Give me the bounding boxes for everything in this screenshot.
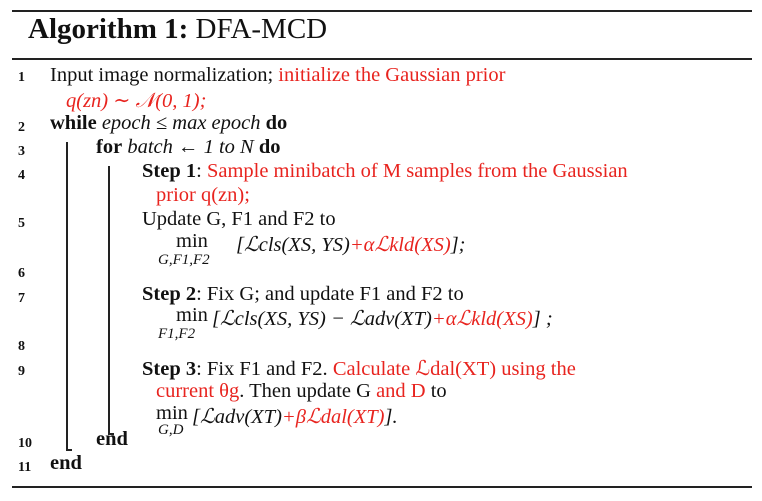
while-keyword: while <box>50 112 97 134</box>
step-3-label: Step 3 <box>142 358 197 380</box>
line-8-min-sub: F1,F2 <box>158 326 196 342</box>
for-block-foot <box>108 433 114 435</box>
line-number-4: 4 <box>18 168 25 183</box>
line-6-loss: [ℒcls(XS, YS) <box>236 234 350 256</box>
line-8-end: ] ; <box>532 308 553 330</box>
while-block-foot <box>66 449 72 451</box>
step-3-update: . Then update G <box>239 380 377 402</box>
line-1-highlight: initialize the Gaussian prior <box>278 64 506 86</box>
while-block-bar <box>66 142 68 450</box>
line-8-loss: [ℒcls(XS, YS) − ℒadv(XT) <box>212 308 432 330</box>
line-4-cont: prior q(zn); <box>156 184 250 206</box>
line-number-1: 1 <box>18 70 25 85</box>
bottom-rule <box>12 486 752 488</box>
step-1-label: Step 1 <box>142 160 197 182</box>
line-5: Update G, F1 and F2 to <box>142 208 336 230</box>
line-6-min-sub: G,F1,F2 <box>158 252 210 268</box>
line-9: Step 3: Fix F1 and F2. Calculate ℒdal(XT… <box>142 356 576 381</box>
line-9-cont: current θg. Then update G and D to <box>156 380 447 403</box>
line-2: while epoch ≤ max epoch do <box>50 112 287 135</box>
step-3-text: : Fix F1 and F2. <box>196 358 333 380</box>
line-9-min-sub: G,D <box>158 422 184 438</box>
line-9-dal-term: +βℒdal(XT) <box>281 406 385 428</box>
line-number-6: 6 <box>18 266 25 281</box>
header-rule <box>12 58 752 60</box>
step-2-text: : Fix G; and update F1 and F2 to <box>196 283 464 305</box>
line-6-min: min <box>176 230 208 252</box>
algorithm-label: Algorithm 1: <box>28 13 189 45</box>
line-4: Step 1: Sample minibatch of M samples fr… <box>142 160 628 183</box>
line-number-5: 5 <box>18 216 25 231</box>
do-keyword: do <box>265 112 288 134</box>
step-3-to: to <box>425 380 447 402</box>
line-6-kld-term: +αℒkld(XS) <box>349 234 451 256</box>
line-8-min: min <box>176 304 208 326</box>
for-block-bar <box>108 166 110 434</box>
for-keyword: for <box>96 136 123 158</box>
line-number-7: 7 <box>18 291 25 306</box>
algorithm-title: Algorithm 1: DFA-MCD <box>28 13 327 46</box>
line-9-min: min <box>156 402 188 424</box>
line-7: Step 2: Fix G; and update F1 and F2 to <box>142 283 464 306</box>
line-9-adv-loss: [ℒadv(XT) <box>192 406 282 428</box>
line-number-10: 10 <box>18 436 32 451</box>
step-1-colon: : <box>196 160 207 182</box>
for-end-keyword: end <box>96 428 128 450</box>
line-number-8: 8 <box>18 339 25 354</box>
step-1-text: Sample minibatch of M samples from the G… <box>206 160 628 182</box>
line-1-text: Input image normalization; <box>50 64 279 86</box>
algorithm-name: DFA-MCD <box>195 13 328 45</box>
while-end-keyword: end <box>50 452 82 474</box>
line-number-11: 11 <box>18 460 32 475</box>
step-3-highlight: Calculate ℒdal(XT) using the <box>332 358 576 380</box>
step-3-and-d: and D <box>376 380 426 402</box>
line-8-expression: [ℒcls(XS, YS) − ℒadv(XT)+αℒkld(XS)] ; <box>212 306 553 331</box>
line-9-expression: [ℒadv(XT)+βℒdal(XT)]. <box>192 404 398 429</box>
while-condition: epoch ≤ max epoch <box>96 112 266 134</box>
line-6-expression: [ℒcls(XS, YS)+αℒkld(XS)]; <box>236 232 466 257</box>
line-8-kld-term: +αℒkld(XS) <box>431 308 533 330</box>
line-number-9: 9 <box>18 364 25 379</box>
line-3: for batch ← 1 to N do <box>96 136 281 159</box>
step-2-label: Step 2 <box>142 283 197 305</box>
top-rule <box>12 10 752 12</box>
line-1: Input image normalization; initialize th… <box>50 64 505 87</box>
line-number-3: 3 <box>18 144 25 159</box>
for-do-keyword: do <box>258 136 281 158</box>
line-6-end: ]; <box>450 234 466 256</box>
line-1-prior: q(zn) ∼ 𝒩(0, 1); <box>66 90 207 112</box>
line-number-2: 2 <box>18 120 25 135</box>
step-3-theta: current θg <box>156 380 240 402</box>
line-9-end: ]. <box>384 406 398 428</box>
for-range: batch ← 1 to N <box>122 136 259 158</box>
